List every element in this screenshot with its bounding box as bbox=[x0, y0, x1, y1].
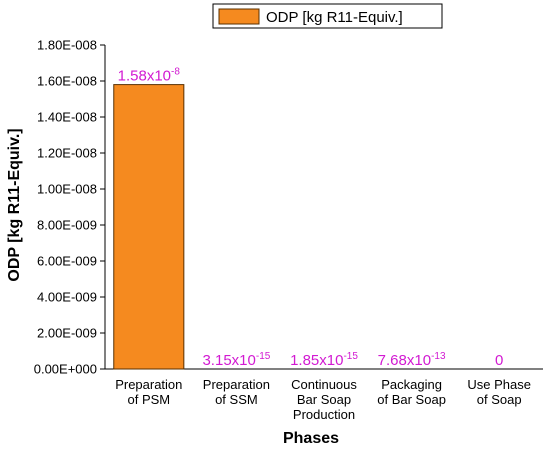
y-tick-label: 1.00E-008 bbox=[37, 182, 97, 197]
data-label: 1.85x10-15 bbox=[290, 351, 358, 369]
plot-area: 0.00E+000 2.00E-009 4.00E-009 6.00E-009 8.00… bbox=[34, 38, 543, 422]
y-tick-label: 1.60E-008 bbox=[37, 74, 97, 89]
data-label: 3.15x10-15 bbox=[202, 351, 270, 369]
y-axis-title: ODP [kg R11-Equiv.] bbox=[6, 128, 23, 281]
y-tick-label: 6.00E-009 bbox=[37, 254, 97, 269]
data-label: 1.58x10-8 bbox=[118, 67, 181, 85]
y-tick-label: 2.00E-009 bbox=[37, 326, 97, 341]
y-tick-label: 4.00E-009 bbox=[37, 290, 97, 305]
legend-swatch bbox=[218, 8, 260, 25]
x-category-label: Packaging of Bar Soap bbox=[377, 377, 446, 407]
x-axis-title: Phases bbox=[283, 430, 339, 447]
y-tick-label: 1.20E-008 bbox=[37, 146, 97, 161]
legend-label: ODP [kg R11-Equiv.] bbox=[266, 9, 403, 26]
x-category-label: Preparation of SSM bbox=[203, 377, 270, 407]
data-label: 7.68x10-13 bbox=[378, 351, 446, 369]
x-category-label: Continuous Bar Soap Production bbox=[291, 377, 357, 422]
y-tick-label: 8.00E-009 bbox=[37, 218, 97, 233]
y-tick-label: 0.00E+000 bbox=[34, 362, 97, 377]
x-category-label: Preparation of PSM bbox=[115, 377, 182, 407]
y-tick-label: 1.80E-008 bbox=[37, 38, 97, 53]
data-label: 0 bbox=[495, 352, 503, 369]
legend: ODP [kg R11-Equiv.] bbox=[212, 3, 443, 29]
bar bbox=[113, 84, 185, 370]
y-tick-label: 1.40E-008 bbox=[37, 110, 97, 125]
x-category-label: Use Phase of Soap bbox=[467, 377, 531, 407]
